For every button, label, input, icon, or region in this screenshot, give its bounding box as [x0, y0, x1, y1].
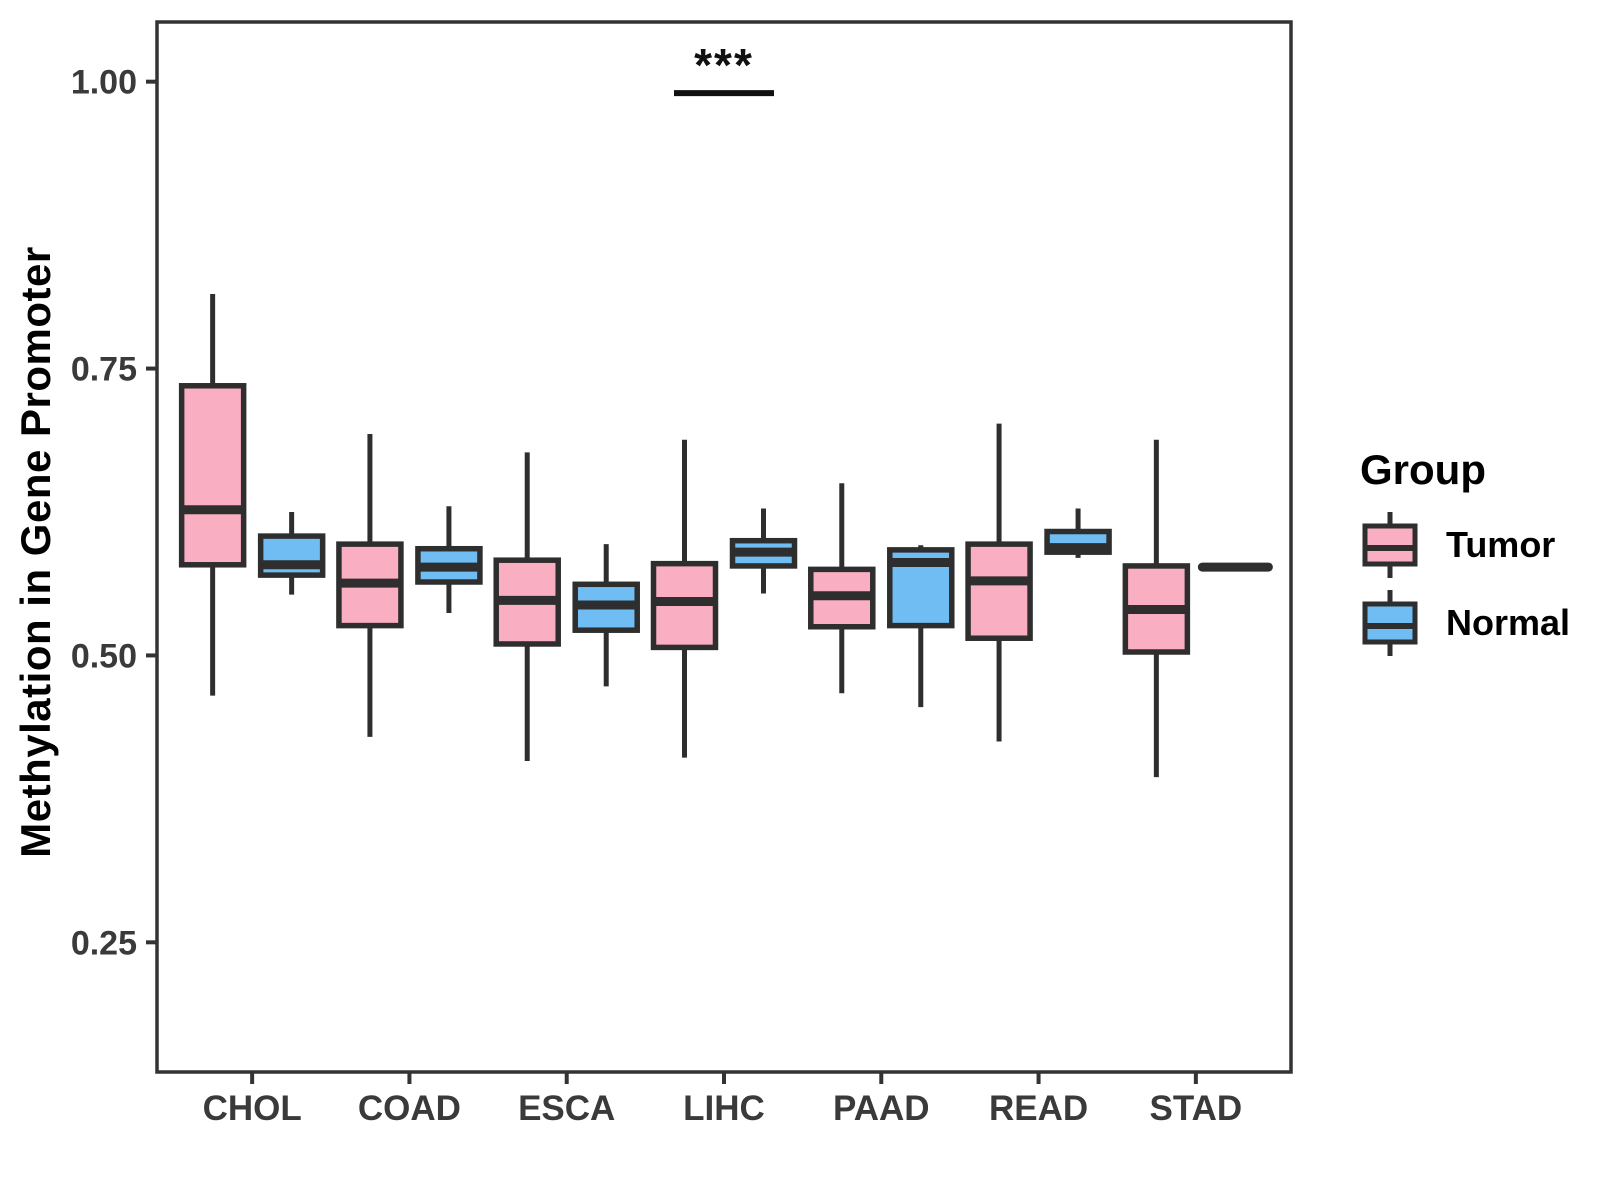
legend-item-label: Normal: [1446, 602, 1571, 643]
x-category-label: LIHC: [683, 1089, 765, 1128]
x-category-label: READ: [989, 1089, 1088, 1128]
y-axis-title: Methylation in Gene Promoter: [12, 246, 59, 858]
legend-item-tumor: Tumor: [1358, 510, 1570, 580]
tumor-read-box: [965, 541, 1033, 641]
x-category-label: STAD: [1150, 1089, 1243, 1128]
y-tick-label: 0.25: [71, 924, 137, 962]
x-category-label: CHOL: [203, 1089, 302, 1128]
legend-title: Group: [1360, 446, 1486, 493]
y-tick-label: 0.75: [71, 351, 137, 389]
y-tick-label: 1.00: [71, 64, 137, 102]
significance-label: ***: [694, 39, 754, 91]
tumor-boxplot-key-icon: [1362, 512, 1418, 578]
legend-item-label: Tumor: [1446, 524, 1556, 565]
y-tick-label: 0.50: [71, 637, 137, 675]
x-category-label: COAD: [358, 1089, 461, 1128]
legend-item-normal: Normal: [1358, 588, 1570, 658]
x-category-label: ESCA: [518, 1089, 615, 1128]
legend: Group Tumor Normal: [1358, 446, 1570, 666]
x-category-label: PAAD: [833, 1089, 930, 1128]
normal-boxplot-key-icon: [1362, 590, 1418, 656]
tumor-chol-box: [178, 383, 247, 568]
plot-panel-border: [155, 20, 1293, 1074]
